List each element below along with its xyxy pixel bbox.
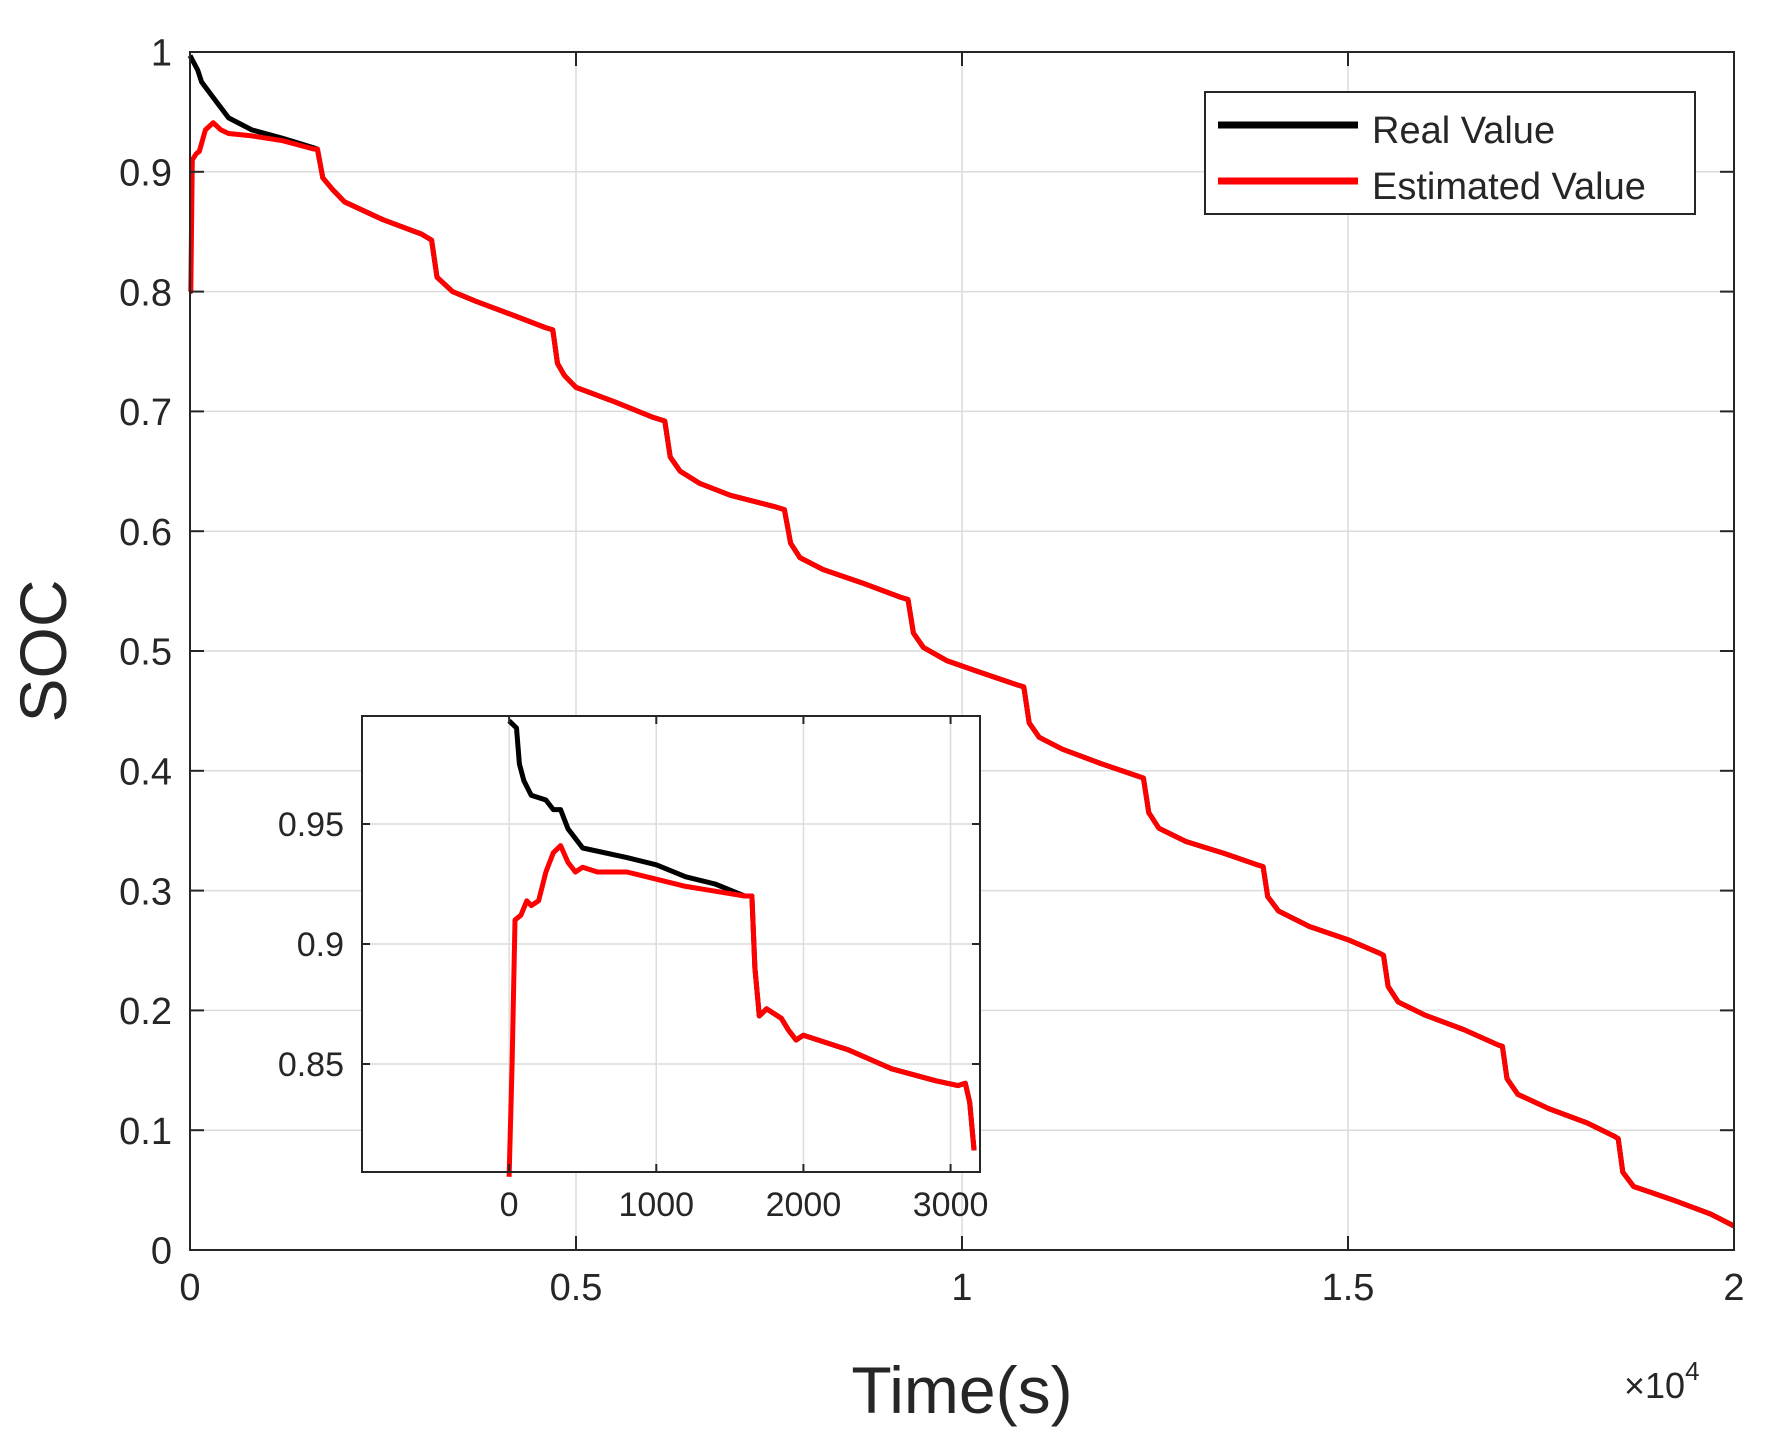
inset-x-tick-label: 0 <box>500 1186 519 1224</box>
inset-plot: 0 1000 2000 3000 0.85 0.9 0.95 <box>278 715 989 1224</box>
inset-x-tick-label: 1000 <box>618 1186 694 1224</box>
main-y-tick-label: 0.7 <box>119 392 172 434</box>
main-ticks: 0 0.5 1 1.5 2 0 0.1 0.2 0.3 0.4 0.5 0.6 0.7 0.8 0.9 1 <box>119 33 1744 1309</box>
inset-y-tick-label: 0.95 <box>278 806 344 844</box>
main-y-tick-label: 0.5 <box>119 632 172 674</box>
inset-y-tick-label: 0.9 <box>297 926 344 964</box>
main-y-tick-label: 0.3 <box>119 871 172 913</box>
main-x-tick-label: 0.5 <box>550 1267 603 1309</box>
main-y-tick-label: 1 <box>151 33 172 75</box>
main-series <box>187 54 1736 1229</box>
main-x-tick-label: 1 <box>951 1267 972 1309</box>
legend-label-real: Real Value <box>1372 110 1555 152</box>
x-axis-label: Time(s) <box>851 1353 1072 1427</box>
legend-box <box>1204 91 1696 215</box>
inset-series <box>506 719 977 1177</box>
main-y-tick-label: 0.4 <box>119 751 172 793</box>
main-series-estimated-value-line <box>188 120 1736 1229</box>
main-y-tick-label: 0 <box>151 1231 172 1273</box>
x-multiplier-base: ×10 <box>1624 1365 1685 1406</box>
inset-series-estimated-value-line <box>506 843 977 1177</box>
legend-label-estimated: Estimated Value <box>1372 166 1646 208</box>
main-y-tick-label: 0.9 <box>119 152 172 194</box>
inset-x-tick-label: 3000 <box>913 1186 989 1224</box>
main-x-tick-label: 1.5 <box>1322 1267 1375 1309</box>
main-y-tick-label: 0.8 <box>119 272 172 314</box>
x-multiplier-label: ×104 <box>1624 1356 1700 1406</box>
x-multiplier-exponent: 4 <box>1685 1356 1699 1386</box>
legend: Real Value Estimated Value <box>1204 91 1696 215</box>
main-y-tick-label: 0.6 <box>119 512 172 554</box>
main-y-tick-label: 0.2 <box>119 991 172 1033</box>
main-x-tick-label: 2 <box>1723 1267 1744 1309</box>
main-y-tick-label: 0.1 <box>119 1111 172 1153</box>
inset-x-tick-label: 2000 <box>766 1186 842 1224</box>
main-x-tick-label: 0 <box>179 1267 200 1309</box>
y-axis-label: SOC <box>6 579 80 722</box>
inset-ticks: 0 1000 2000 3000 0.85 0.9 0.95 <box>278 716 989 1224</box>
inset-y-tick-label: 0.85 <box>278 1046 344 1084</box>
